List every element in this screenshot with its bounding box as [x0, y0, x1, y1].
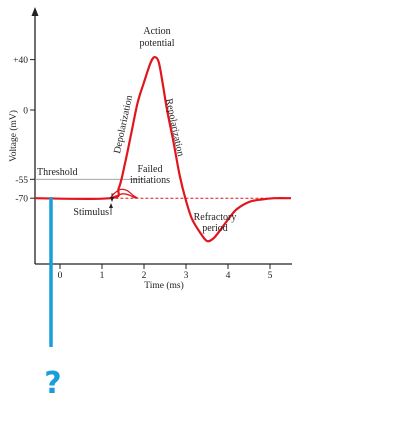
refractory-period-label-1: Refractory [194, 212, 237, 223]
x-ticks: 0 1 2 3 4 5 [58, 264, 273, 281]
y-axis-title: Voltage (mV) [8, 110, 19, 162]
failed-initiations-label-2: initiations [130, 175, 170, 186]
stimulus-label: Stimulus [73, 207, 109, 218]
repolarization-label: Repolarization [163, 98, 186, 158]
x-tick-label: 1 [100, 271, 105, 281]
failed-initiation-curve-1 [109, 188, 139, 199]
threshold-label: Threshold [37, 167, 78, 178]
stimulus-arrow-up-icon [109, 203, 113, 215]
stimulus-arrow-down-icon [110, 193, 114, 202]
action-potential-curve [34, 55, 292, 243]
x-axis-title: Time (ms) [144, 280, 184, 291]
y-tick-label: -70 [15, 195, 28, 205]
depolarization-label: Depolarization [112, 94, 135, 154]
failed-initiations-label-1: Failed [138, 164, 163, 175]
x-tick-label: 3 [184, 271, 189, 281]
refractory-period-label-2: period [202, 223, 228, 234]
y-ticks: +40 0 -55 -70 [13, 56, 35, 205]
question-mark: ? [44, 366, 61, 401]
action-potential-label-1: Action [143, 26, 170, 37]
x-tick-label: 0 [58, 271, 63, 281]
x-tick-label: 5 [268, 271, 273, 281]
y-axis-arrow [31, 7, 39, 16]
y-tick-label: -55 [15, 176, 28, 186]
x-tick-label: 2 [142, 271, 147, 281]
x-tick-label: 4 [226, 271, 231, 281]
action-potential-label-2: potential [140, 38, 175, 49]
y-tick-label: +40 [13, 56, 28, 66]
y-tick-label: 0 [23, 107, 28, 117]
